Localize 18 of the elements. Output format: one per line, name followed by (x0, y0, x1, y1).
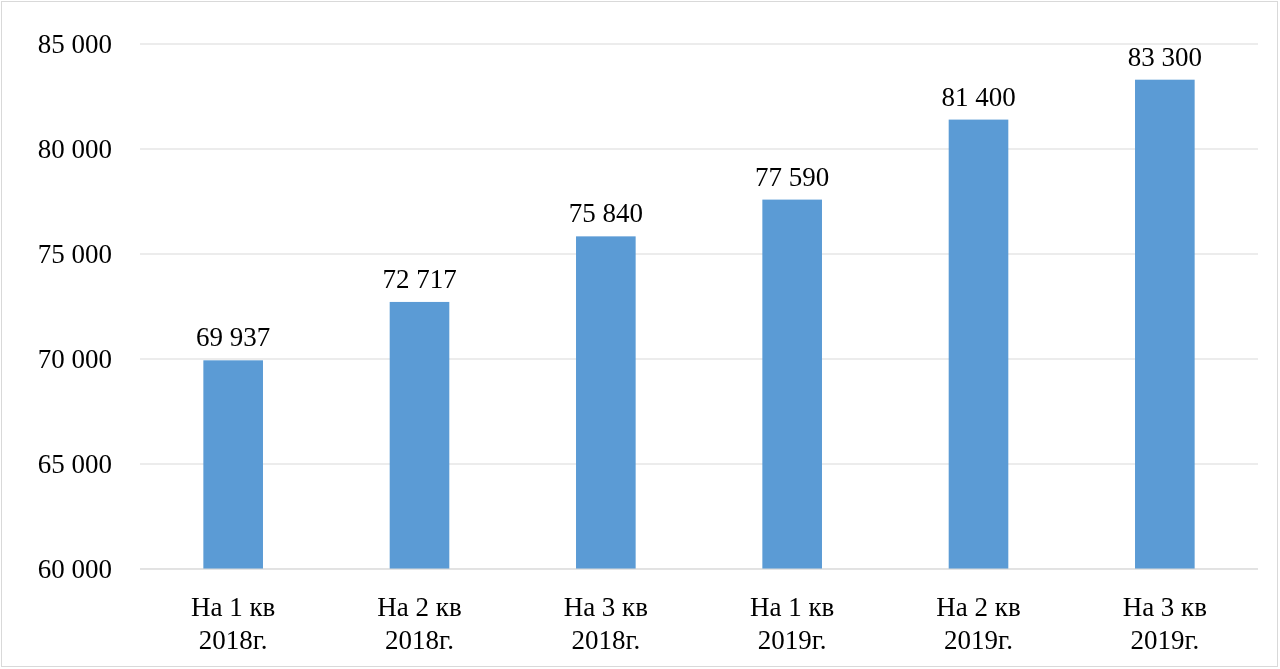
y-tick-label: 65 000 (37, 449, 112, 480)
x-tick-label: На 3 кв 2019г. (1122, 592, 1208, 655)
data-label: 75 840 (568, 198, 643, 229)
y-tick-label: 60 000 (37, 554, 112, 585)
x-tick-label: На 3 кв 2018г. (563, 592, 649, 655)
data-label: 77 590 (755, 161, 830, 192)
x-tick-label: На 2 кв 2019г. (936, 592, 1021, 655)
y-tick-label: 70 000 (37, 344, 112, 375)
data-label: 83 300 (1127, 41, 1202, 72)
data-label: 81 400 (941, 81, 1016, 112)
y-tick-label: 85 000 (37, 29, 112, 60)
data-label: 69 937 (196, 322, 271, 353)
data-label: 72 717 (382, 263, 457, 294)
x-tick-label: На 1 кв 2018г. (190, 592, 276, 655)
x-tick-label: На 2 кв 2018г. (377, 592, 462, 655)
x-tick-label: На 1 кв 2019г. (749, 592, 835, 655)
y-tick-label: 80 000 (37, 134, 112, 165)
y-tick-label: 75 000 (37, 239, 112, 270)
